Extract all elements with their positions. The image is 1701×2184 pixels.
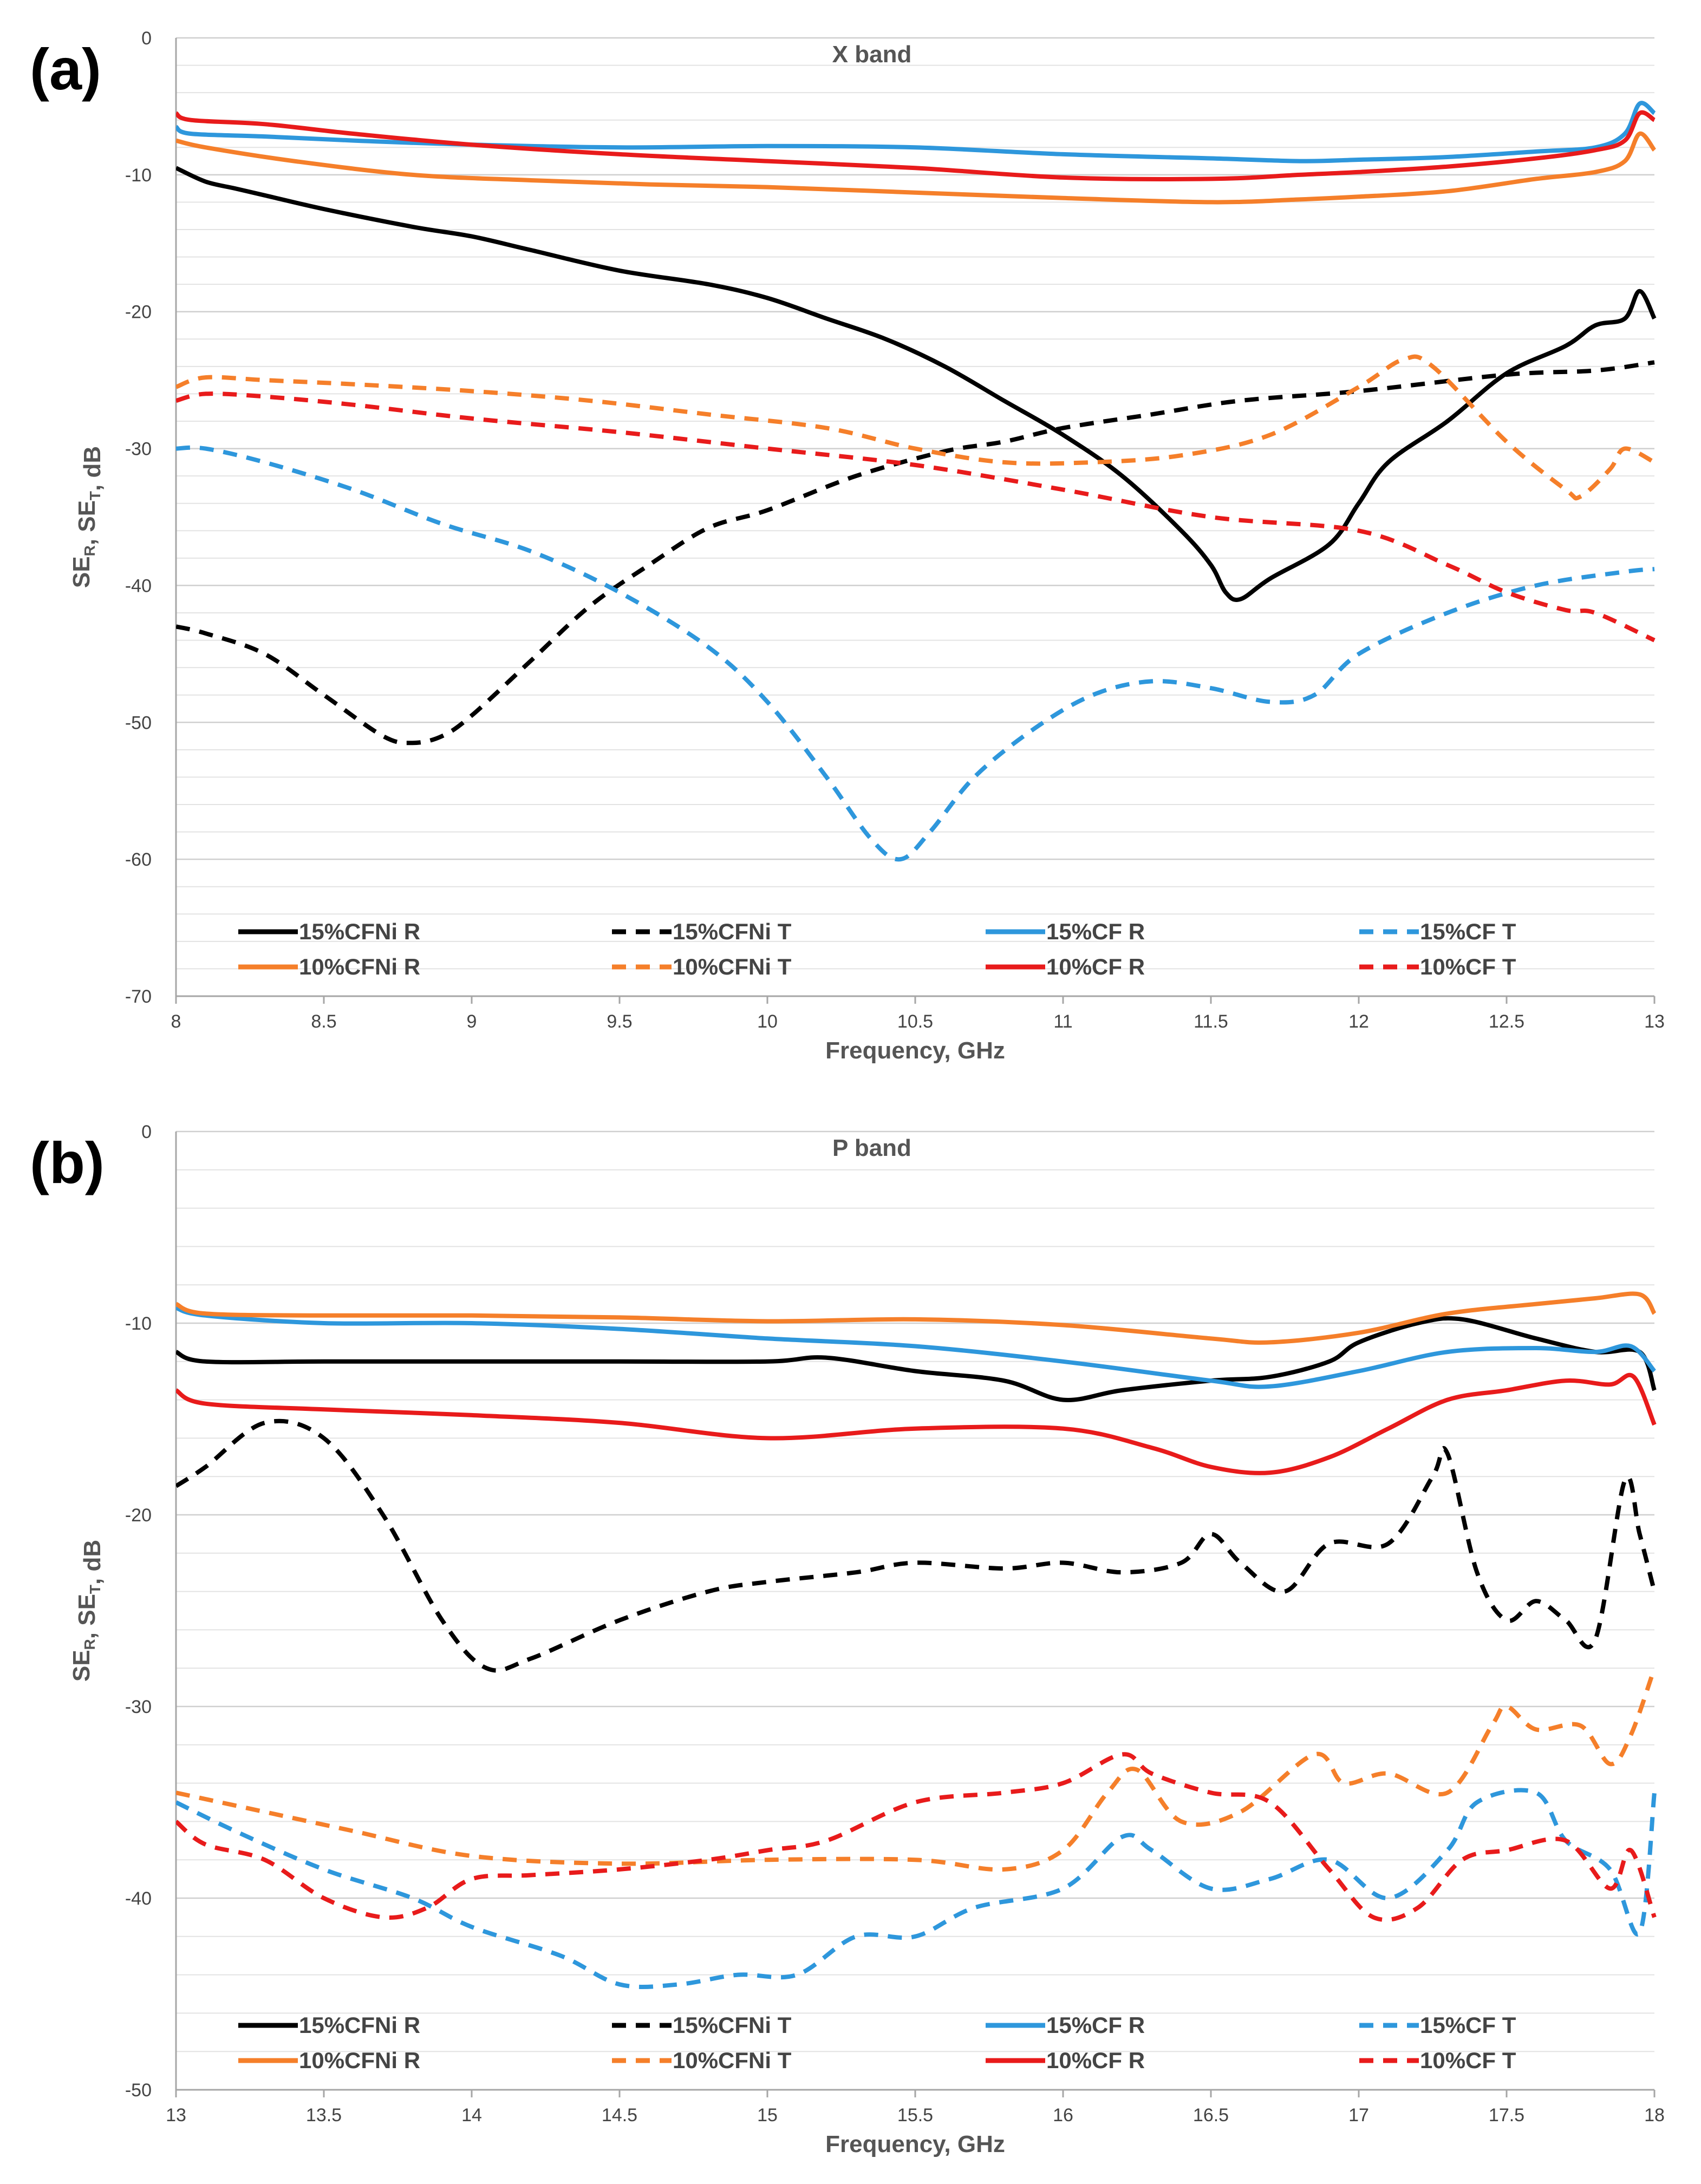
x-tick-label: 16	[1053, 2105, 1073, 2126]
series-line-10-cf-t	[176, 1752, 1657, 1923]
legend-label: 10%CFNi T	[673, 2048, 792, 2073]
chart-title: X band	[832, 41, 912, 68]
y-tick-label: -70	[125, 986, 152, 1007]
series-line-15-cfni-t	[176, 360, 1655, 746]
series-line-15-cfni-t	[176, 1418, 1657, 1673]
chart-title: P band	[832, 1135, 911, 1161]
x-tick-label: 8.5	[311, 1011, 336, 1032]
series-line-15-cf-r	[176, 101, 1656, 164]
series-line-10-cf-r	[176, 110, 1656, 181]
series-line-10-cf-r	[176, 1372, 1657, 1475]
y-tick-label: -20	[125, 1505, 152, 1526]
legend-label: 10%CF T	[1420, 954, 1516, 979]
y-axis-title: SER, SET, dB	[68, 1540, 106, 1682]
chart-panel-2: 13 13.5 14 14.5 15 15.5 16 16.5 17 17.5 18 0 -10 -20 -…	[30, 1122, 1665, 2157]
x-axis-title: Frequency, GHz	[825, 1037, 1005, 1064]
x-tick-label: 16.5	[1193, 2105, 1229, 2126]
y-tick-label: 0	[141, 1122, 152, 1142]
panel-label: (b)	[30, 1130, 105, 1195]
y-tick-label: -50	[125, 712, 152, 733]
x-tick-label: 9	[467, 1011, 477, 1032]
series-line-15-cfni-r	[176, 166, 1657, 602]
y-tick-label: -20	[125, 302, 152, 323]
panel-label: (a)	[30, 36, 101, 102]
y-tick-label: -10	[125, 165, 152, 186]
x-tick-label: 14	[461, 2105, 482, 2126]
series-line-10-cfni-t	[176, 354, 1656, 501]
series-line-15-cf-r	[176, 1305, 1657, 1389]
series-line-15-cf-t	[176, 445, 1655, 862]
y-axis-title: SER, SET, dB	[68, 446, 106, 588]
y-tick-label: -10	[125, 1313, 152, 1334]
legend-label: 10%CF R	[1046, 2048, 1145, 2073]
legend-label: 15%CF R	[1046, 2012, 1145, 2038]
x-axis-title: Frequency, GHz	[825, 2131, 1005, 2157]
x-tick-label: 12	[1348, 1011, 1369, 1032]
legend-label: 10%CFNi T	[673, 954, 792, 979]
y-tick-label: -40	[125, 576, 152, 596]
legend-label: 10%CFNi R	[299, 2048, 420, 2073]
x-tick-label: 18	[1644, 2105, 1665, 2126]
series-line-10-cfni-t	[176, 1667, 1657, 1872]
legend-label: 10%CF T	[1420, 2048, 1516, 2073]
x-tick-label: 8	[171, 1011, 181, 1032]
legend-label: 10%CF R	[1046, 954, 1145, 979]
legend-label: 15%CF T	[1420, 2012, 1516, 2038]
x-tick-label: 17	[1348, 2105, 1369, 2126]
x-tick-label: 15	[757, 2105, 778, 2126]
series-group	[176, 101, 1657, 862]
series-group	[176, 1291, 1657, 1989]
x-tick-label: 11	[1053, 1011, 1072, 1032]
y-tick-label: -60	[125, 849, 152, 870]
x-tick-label: 13	[166, 2105, 186, 2126]
series-line-10-cf-t	[176, 391, 1656, 643]
x-tick-label: 15.5	[897, 2105, 933, 2126]
y-tick-label: 0	[141, 28, 152, 49]
series-line-10-cfni-r	[176, 131, 1657, 205]
series-line-15-cf-t	[176, 1788, 1657, 1989]
y-tick-label: -30	[125, 439, 152, 460]
x-tick-label: 9.5	[607, 1011, 632, 1032]
legend-label: 15%CF T	[1420, 919, 1516, 944]
x-tick-label: 17.5	[1489, 2105, 1524, 2126]
chart-panel-1: 8 8.5 9 9.5 10 10.5 11 11.5 12 12.5 13 0 -10 -20 -30 -4…	[30, 28, 1665, 1064]
legend-label: 15%CF R	[1046, 919, 1145, 944]
legend-label: 15%CFNi T	[673, 919, 792, 944]
legend-label: 15%CFNi R	[299, 919, 420, 944]
y-tick-label: -50	[125, 2080, 152, 2101]
legend-label: 15%CFNi T	[673, 2012, 792, 2038]
x-tick-label: 13.5	[306, 2105, 342, 2126]
legend-label: 15%CFNi R	[299, 2012, 420, 2038]
x-tick-label: 10	[757, 1011, 778, 1032]
x-tick-label: 10.5	[897, 1011, 933, 1032]
y-tick-label: -30	[125, 1697, 152, 1717]
x-tick-label: 14.5	[602, 2105, 637, 2126]
x-tick-label: 12.5	[1489, 1011, 1524, 1032]
legend-label: 10%CFNi R	[299, 954, 420, 979]
x-tick-label: 13	[1644, 1011, 1665, 1032]
series-line-10-cfni-r	[176, 1291, 1657, 1345]
series-line-15-cfni-r	[176, 1316, 1657, 1402]
x-tick-label: 11.5	[1194, 1011, 1228, 1032]
y-tick-label: -40	[125, 1888, 152, 1909]
